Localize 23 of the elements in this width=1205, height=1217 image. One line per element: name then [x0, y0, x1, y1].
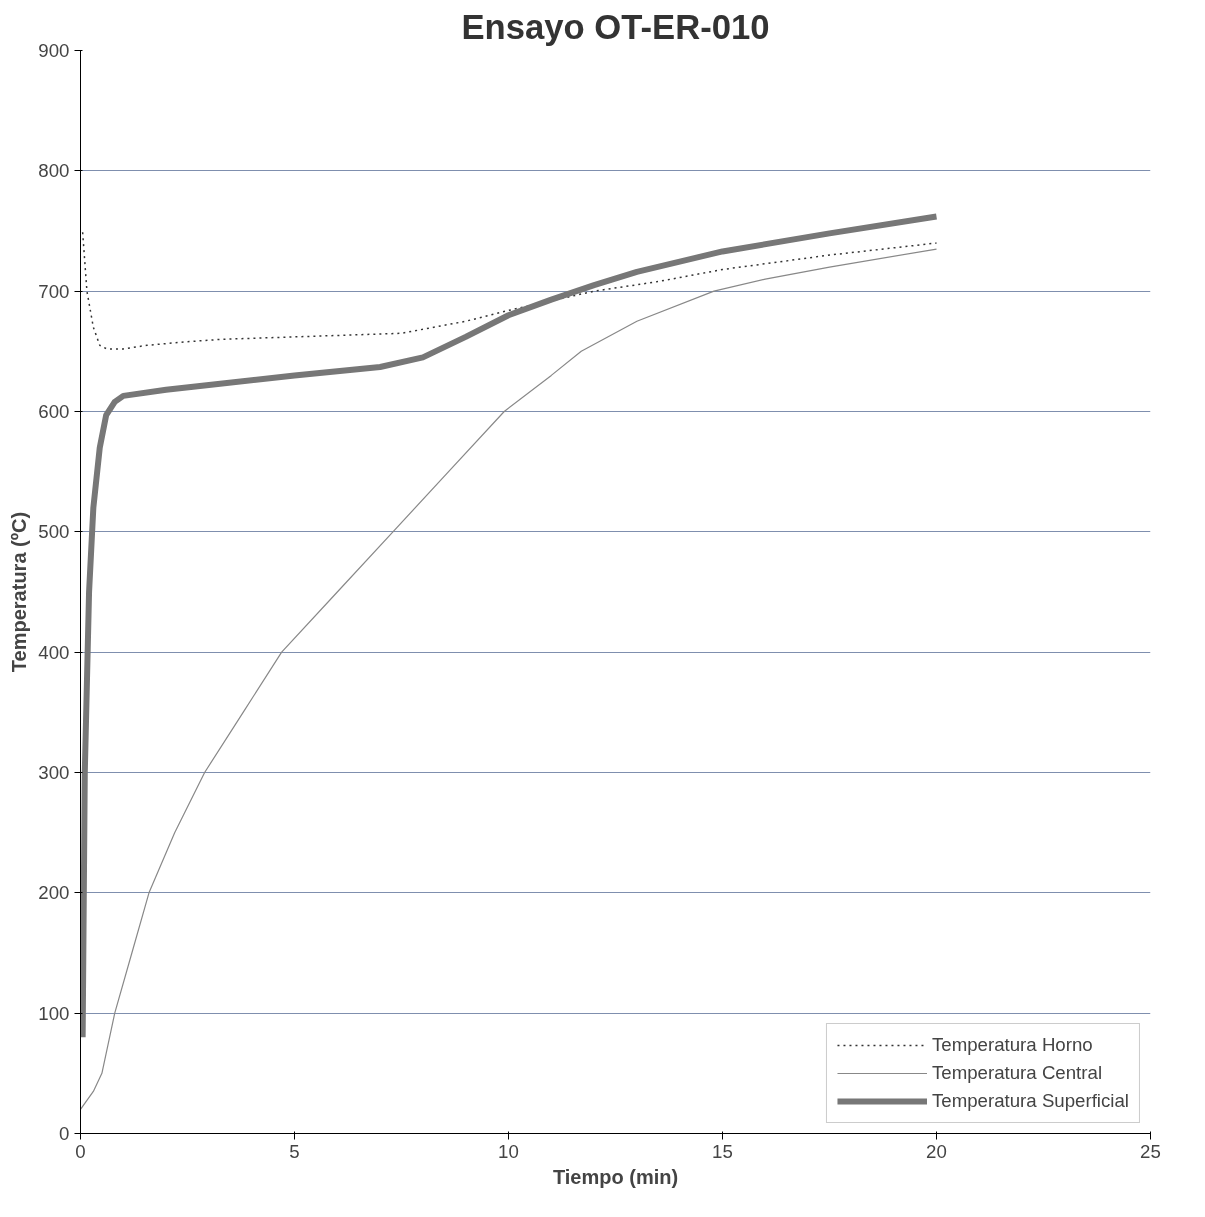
y-tick-label: 800	[38, 160, 70, 182]
chart-title: Ensayo OT-ER-010	[461, 7, 770, 46]
x-tick-label: 20	[926, 1140, 947, 1162]
y-tick-label: 400	[38, 641, 70, 663]
y-tick-label: 900	[38, 40, 70, 61]
x-tick-label: 0	[75, 1140, 86, 1162]
x-tick-label: 15	[712, 1140, 733, 1162]
x-tick-label: 5	[289, 1140, 300, 1162]
x-tick-label: 10	[498, 1140, 519, 1162]
y-tick-label: 300	[38, 762, 70, 783]
x-tick-label: 25	[1140, 1140, 1161, 1162]
y-tick-label: 0	[59, 1123, 70, 1144]
x-axis-title: Tiempo (min)	[552, 1165, 679, 1188]
y-tick-label: 600	[38, 401, 70, 422]
line-series	[81, 231, 938, 350]
y-tick-label: 200	[38, 882, 70, 904]
legend-label: Temperatura Central	[931, 1062, 1103, 1084]
legend-label: Temperatura Horno	[931, 1034, 1093, 1056]
y-axis-title: Temperatura (ºC)	[8, 511, 31, 673]
legend-label: Temperatura Superficial	[931, 1090, 1129, 1112]
y-tick-label: 700	[38, 280, 70, 302]
y-tick-label: 100	[38, 1002, 70, 1024]
y-tick-label: 500	[38, 521, 70, 543]
